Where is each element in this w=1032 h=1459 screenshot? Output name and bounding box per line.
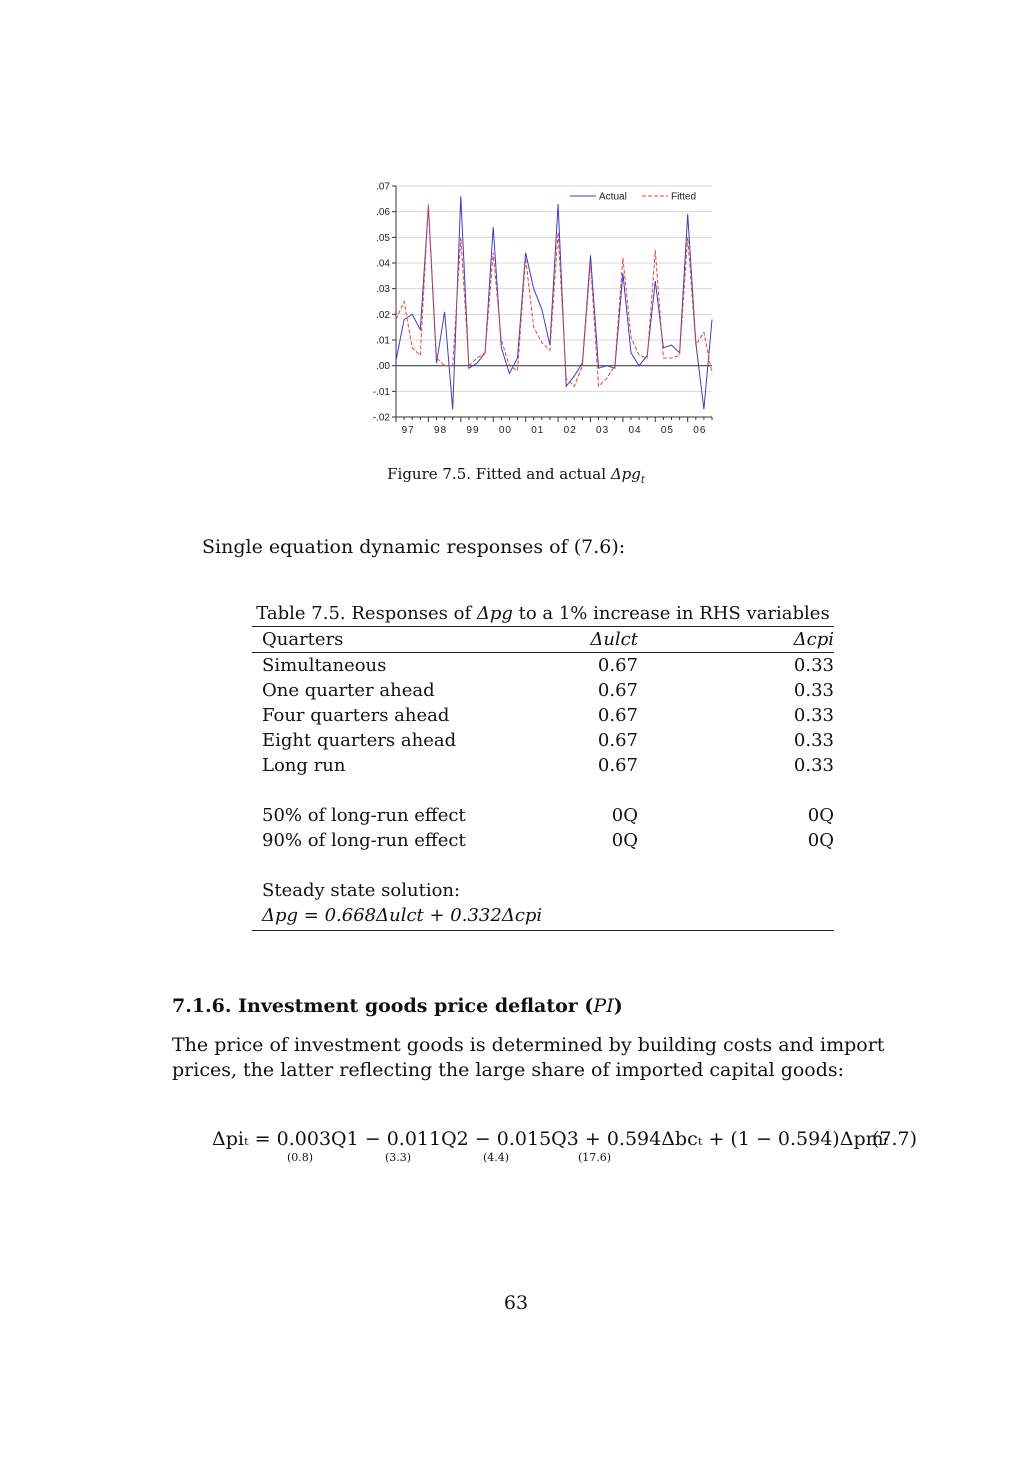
x-tick-label: 98 [434, 425, 447, 436]
dynamic-responses-intro: Single equation dynamic responses of (7.… [202, 536, 626, 558]
table-row: 50% of long-run effect 0Q 0Q [262, 805, 834, 826]
section-heading: 7.1.6. Investment goods price deflator (… [172, 995, 623, 1017]
responses-table: Table 7.5. Responses of Δpg to a 1% incr… [252, 602, 834, 931]
table-row: Long run 0.67 0.33 [262, 755, 834, 776]
y-tick-label: -.01 [373, 387, 391, 398]
y-tick-label: -.02 [373, 413, 391, 424]
header-ulct: Δulct [590, 629, 638, 650]
actual-series-line [395, 196, 713, 410]
equation-7-7: Δpiₜ = 0.003Q1 − 0.011Q2 − 0.015Q3 + 0.5… [212, 1128, 889, 1150]
x-tick-label: 97 [402, 425, 415, 436]
x-tick-label: 99 [466, 425, 479, 436]
fitted-actual-chart: .07 .06 .05 .04 .03 .02 .01 .00 -.01 -.02 97 98 99 00… [373, 182, 713, 436]
table-row: Four quarters ahead 0.67 0.33 [262, 705, 834, 726]
header-quarters: Quarters [262, 629, 344, 650]
x-tick-label: 02 [564, 425, 577, 436]
y-tick-label: .01 [376, 336, 390, 347]
y-tick-label: .03 [376, 284, 390, 295]
x-tick-label: 01 [531, 425, 544, 436]
x-tick-label: 05 [661, 425, 674, 436]
fitted-series-line [395, 203, 713, 388]
y-tick-label: .06 [376, 207, 390, 218]
table-row: Simultaneous 0.67 0.33 [262, 655, 834, 676]
table-row: One quarter ahead 0.67 0.33 [262, 680, 834, 701]
equation-number: (7.7) [872, 1128, 918, 1150]
y-tick-label: .05 [376, 233, 390, 244]
std-error: (4.4) [483, 1151, 510, 1164]
x-tick-label: 00 [499, 425, 512, 436]
y-tick-label: .02 [376, 310, 390, 321]
legend-fitted-label: Fitted [671, 192, 696, 203]
y-tick-label: .00 [376, 361, 390, 372]
x-tick-label: 03 [596, 425, 609, 436]
table-header-row: Quarters Δulct Δcpi [252, 627, 834, 652]
std-error: (17.6) [578, 1151, 612, 1164]
steady-state-equation: Δpg = 0.668Δulct + 0.332Δcpi [262, 905, 543, 926]
section-body: The price of investment goods is determi… [172, 1034, 885, 1081]
std-error: (0.8) [287, 1151, 314, 1164]
y-tick-label: .04 [376, 259, 390, 270]
figure-caption: Figure 7.5. Fitted and actual Δpgt [387, 465, 645, 486]
table-row: Eight quarters ahead 0.67 0.33 [262, 730, 834, 751]
steady-state-label: Steady state solution: [262, 880, 461, 901]
std-error: (3.3) [385, 1151, 412, 1164]
y-tick-label: .07 [376, 182, 390, 193]
table-caption: Table 7.5. Responses of Δpg to a 1% incr… [256, 603, 830, 624]
x-tick-label: 04 [628, 425, 641, 436]
header-cpi: Δcpi [793, 629, 834, 650]
table-row: 90% of long-run effect 0Q 0Q [262, 830, 834, 851]
page-number: 63 [503, 1292, 529, 1314]
legend-actual-label: Actual [599, 192, 627, 203]
x-tick-label: 06 [693, 425, 706, 436]
